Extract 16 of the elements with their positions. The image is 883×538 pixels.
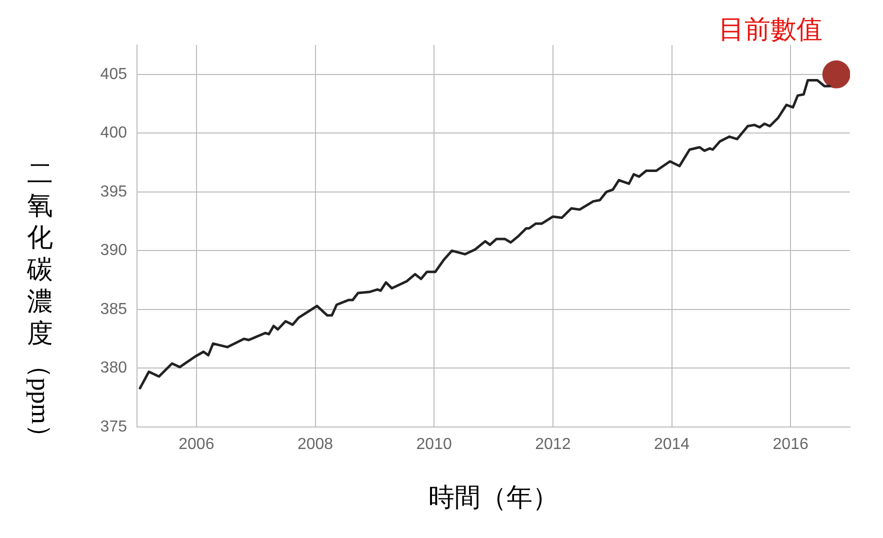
x-tick-label: 2006	[178, 436, 214, 454]
y-tick-label: 400	[100, 124, 128, 142]
y-tick-label: 385	[100, 300, 128, 318]
annotation: 目前數值	[718, 15, 822, 44]
y-tick-label: 395	[100, 183, 128, 200]
y-tick-label: 390	[100, 242, 128, 260]
y-tick-label: 405	[100, 66, 128, 83]
x-axis-title: 時間（年）	[428, 482, 560, 514]
x-tick-label: 2012	[535, 436, 571, 454]
y-axis-title: 二氧化碳濃度（ppm）	[25, 158, 56, 450]
x-tick-label: 2008	[297, 436, 334, 454]
y-tick-label: 375	[100, 418, 128, 436]
x-tick-label: 2014	[654, 436, 690, 454]
x-tick-label: 2010	[416, 436, 452, 454]
y-tick-label: 380	[100, 360, 128, 377]
x-tick-label: 2016	[772, 436, 808, 454]
